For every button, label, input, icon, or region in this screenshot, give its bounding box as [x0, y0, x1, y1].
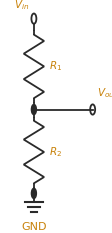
Circle shape	[31, 104, 36, 115]
Text: $R_2$: $R_2$	[48, 145, 61, 159]
Text: GND: GND	[21, 222, 46, 232]
Text: $R_1$: $R_1$	[48, 59, 61, 73]
Circle shape	[31, 188, 36, 199]
Text: $V_{out}$: $V_{out}$	[96, 86, 112, 100]
Text: $V_{in}$: $V_{in}$	[14, 0, 29, 12]
